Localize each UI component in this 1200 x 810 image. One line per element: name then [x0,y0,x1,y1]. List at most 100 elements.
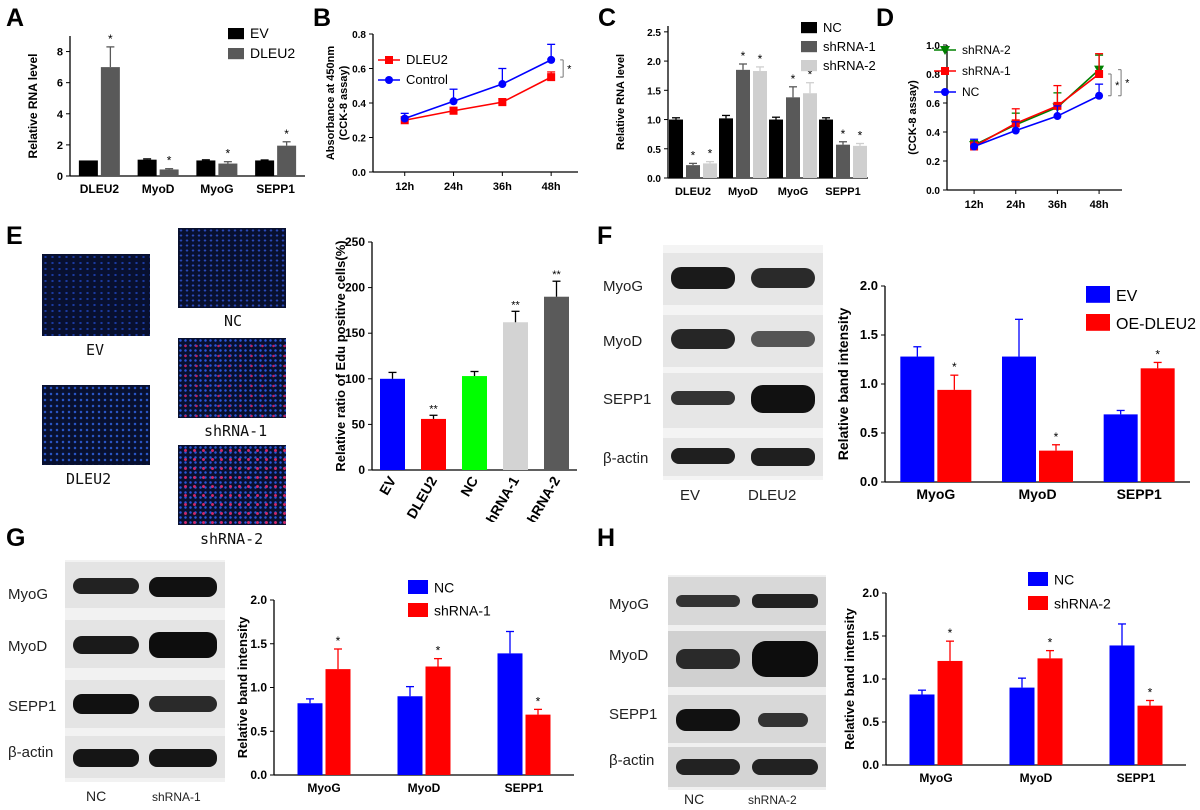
sig-mark-D: * [1115,80,1120,92]
sig-mark-F: * [952,360,957,374]
marker-D [970,142,979,151]
y-tick-label-C: 0.5 [647,145,661,156]
blot-f-row-myog: MyoG [603,278,644,295]
y-tick-label-G: 0.0 [250,768,267,782]
legend-swatch-F [1086,314,1110,331]
y-axis-label-C: Relative RNA level [615,54,627,150]
sig-mark-D: * [1125,78,1130,90]
bar-E-ev [380,378,405,470]
blot-g-row-sepp1: SEPP1 [8,698,57,715]
y-tick-label-A: 2 [57,140,63,152]
y-axis-label-H: Relative band intensity [842,607,857,749]
y-tick-label-C: 1.5 [647,86,661,97]
legend-swatch-C [801,22,817,34]
bar-G-shrna-1-myog [325,669,351,775]
panel-label-d: D [876,4,895,32]
x-tick-label-C: MyoD [728,186,758,198]
y-tick-label-D: 1.0 [926,41,940,52]
x-tick-label-G: SEPP1 [505,781,544,795]
legend-label-F: OE-DLEU2 [1116,316,1196,333]
chart-d-cck8: 0.0 0.2 0.4 0.6 0.8 1.0 (CCK-8 assay) 12h 24h 36h… [907,41,1130,211]
legend-swatch-A [228,28,244,40]
bar-E-nc [462,376,487,470]
sig-mark-H: * [948,626,953,640]
chart-f-band-intensity: 0.0 0.5 1.0 1.5 2.0 Relative band intensity My… [835,278,1196,502]
y-tick-label-H: 0.0 [862,758,879,772]
series-line-D-shrna-2 [973,69,1100,146]
blot-h-row-sepp1: SEPP1 [609,706,658,723]
chart-h-band-intensity: 0.0 0.5 1.0 1.5 2.0 Relative band intensity My… [842,571,1186,785]
marker-D [1053,112,1062,121]
marker-D [1095,91,1104,100]
x-tick-label-A: MyoD [142,182,175,196]
y-tick-label-F: 1.0 [860,376,878,391]
y-axis-label-B: Absorbance at 450nm(CCK-8 assay) [325,46,350,161]
x-tick-label-D: 48h [1090,199,1109,211]
y-tick-label-A: 6 [57,78,63,90]
legend-label-C: NC [823,20,842,35]
sig-mark-H: * [1148,686,1153,700]
sig-mark-C: * [791,72,796,86]
y-tick-label-H: 2.0 [862,586,879,600]
bar-A-ev-sepp1 [255,160,275,176]
bar-E-dleu2 [421,418,446,470]
bar-A-dleu2-myod [159,169,179,176]
y-axis-label-E: Relative ratio of Edu positive cells(%) [333,240,348,471]
legend-swatch-G [408,603,428,617]
bar-C-shrna-1-sepp1 [836,144,850,178]
y-tick-label-G: 0.5 [250,724,267,738]
marker-B [498,98,507,107]
y-tick-label-E: 100 [345,372,365,386]
bar-F-ev-sepp1 [1103,414,1138,482]
marker-B [449,106,458,115]
panel-label-f: F [597,222,613,250]
x-tick-label-E: EV [376,473,400,498]
micrograph-label-shrna-1: shRNA-1 [204,422,268,440]
y-tick-label-G: 2.0 [250,593,267,607]
blot-f-lane-dleu2: DLEU2 [748,487,797,504]
bar-C-shrna-1-myog [786,97,800,178]
blot-g-row-myog: MyoG [8,586,49,603]
x-tick-label-F: MyoD [1018,486,1056,502]
y-tick-label-C: 0.0 [647,174,661,185]
x-tick-label-H: SEPP1 [1117,771,1156,785]
legend-label-G: NC [434,579,454,595]
marker-D [1095,70,1104,78]
y-axis-label-D: (CCK-8 assay) [907,80,919,155]
blot-f-lane-ev: EV [680,487,701,504]
sig-mark-A: * [167,154,172,168]
y-tick-label-E: 250 [345,235,365,249]
legend-swatch-H [1028,572,1048,586]
legend-label-H: shRNA-2 [1054,595,1111,611]
blot-h-row-myog: MyoG [609,596,650,613]
sig-mark-E: ** [511,299,520,311]
x-tick-label-G: MyoD [408,781,441,795]
y-tick-label-G: 1.5 [250,637,267,651]
x-tick-label-D: 24h [1006,199,1025,211]
y-tick-label-A: 8 [57,47,63,59]
bar-C-shrna-2-dleu2 [703,163,717,178]
blot-g-lane-nc: NC [86,788,107,804]
y-tick-label-B: 0.0 [352,168,366,179]
blot-f-row-actin: β-actin [603,450,649,467]
marker-B [385,76,393,84]
sig-mark-G: * [436,644,441,658]
marker-B [498,80,507,89]
micrograph-nc [178,228,286,308]
legend-label-D: shRNA-2 [962,43,1011,57]
bar-F-oe-dleu2-myog [937,389,972,482]
sig-mark-G: * [536,694,541,708]
bar-H-shrna-2-sepp1 [1137,705,1163,765]
panel-label-e: E [6,222,23,250]
marker-D [941,88,949,96]
y-tick-label-E: 200 [345,281,365,295]
sig-mark-H: * [1048,636,1053,650]
bar-A-dleu2-dleu2 [100,67,120,176]
y-tick-label-A: 4 [57,109,64,121]
micrograph-ev [42,254,150,336]
x-tick-label-B: 24h [444,181,463,193]
marker-D [941,67,949,75]
y-tick-label-C: 2.0 [647,57,661,68]
x-tick-label-H: MyoG [919,771,952,785]
